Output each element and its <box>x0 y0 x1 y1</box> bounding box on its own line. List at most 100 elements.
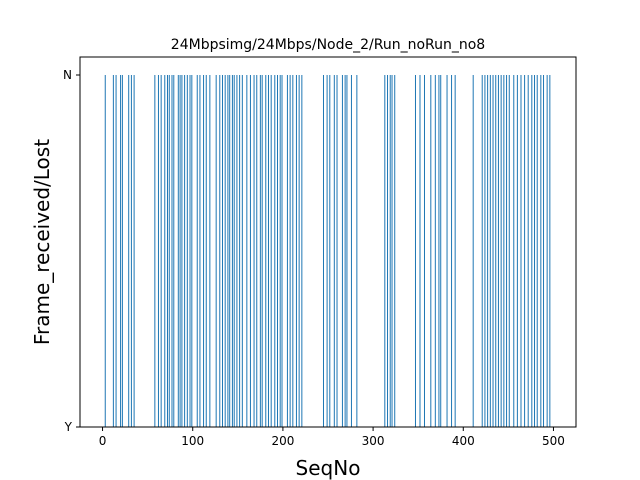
bar-seq-119 <box>209 75 211 427</box>
bar-seq-32 <box>130 75 132 427</box>
bar-seq-352 <box>419 75 421 427</box>
bar-seq-252 <box>329 75 331 427</box>
bar-seq-373 <box>438 75 440 427</box>
bar-seq-489 <box>543 75 545 427</box>
y-tick-label: Y <box>64 420 73 434</box>
plot-frame <box>79 56 577 428</box>
bar-seq-319 <box>389 75 391 427</box>
bar-seq-357 <box>423 75 425 427</box>
bar-seq-3 <box>104 75 106 427</box>
bar-seq-187 <box>270 75 272 427</box>
bar-seq-442 <box>500 75 502 427</box>
x-tick-label: 100 <box>181 434 204 448</box>
bar-seq-155 <box>241 75 243 427</box>
x-tick-label: 300 <box>362 434 385 448</box>
bar-seq-460 <box>516 75 518 427</box>
bar-seq-94 <box>186 75 188 427</box>
bar-seq-77 <box>171 75 173 427</box>
bar-seq-269 <box>344 75 346 427</box>
bar-seq-387 <box>451 75 453 427</box>
bar-seq-424 <box>484 75 486 427</box>
bar-seq-146 <box>233 75 235 427</box>
bar-seq-177 <box>261 75 263 427</box>
bar-seq-58 <box>154 75 156 427</box>
bar-seq-35 <box>133 75 135 427</box>
bar-seq-205 <box>286 75 288 427</box>
y-axis-label: Frame_received/Lost <box>30 139 54 345</box>
bar-seq-15 <box>115 75 117 427</box>
bar-seq-364 <box>430 75 432 427</box>
chart-title: 24Mbpsimg/24Mbps/Node_2/Run_noRun_no8 <box>171 37 485 53</box>
bar-seq-108 <box>199 75 201 427</box>
bar-seq-439 <box>497 75 499 427</box>
bar-seq-430 <box>489 75 491 427</box>
bar-seq-347 <box>414 75 416 427</box>
bar-seq-496 <box>549 75 551 427</box>
bar-seq-382 <box>446 75 448 427</box>
bar-seq-218 <box>298 75 300 427</box>
bar-seq-184 <box>267 75 269 427</box>
bar-seq-468 <box>524 75 526 427</box>
bar-seq-421 <box>481 75 483 427</box>
bar-seq-29 <box>128 75 130 427</box>
bar-seq-445 <box>503 75 505 427</box>
bar-seq-175 <box>259 75 261 427</box>
bar-seq-448 <box>506 75 508 427</box>
bar-seq-451 <box>508 75 510 427</box>
bar-seq-79 <box>173 75 175 427</box>
bar-seq-84 <box>177 75 179 427</box>
bar-seq-433 <box>492 75 494 427</box>
bar-seq-493 <box>546 75 548 427</box>
bar-seq-479 <box>534 75 536 427</box>
bar-seq-20 <box>120 75 122 427</box>
bar-seq-139 <box>227 75 229 427</box>
bar-seq-126 <box>215 75 217 427</box>
bar-seq-221 <box>301 75 303 427</box>
bar-seq-91 <box>184 75 186 427</box>
bar-seq-191 <box>274 75 276 427</box>
x-tick-label: 200 <box>271 434 294 448</box>
bar-seq-86 <box>179 75 181 427</box>
bar-seq-257 <box>333 75 335 427</box>
bar-seq-105 <box>196 75 198 427</box>
bar-seq-74 <box>168 75 170 427</box>
bar-seq-133 <box>221 75 223 427</box>
bar-seq-130 <box>219 75 221 427</box>
bar-seq-486 <box>540 75 542 427</box>
bar-seq-152 <box>239 75 241 427</box>
bar-seq-436 <box>495 75 497 427</box>
bar-seq-464 <box>520 75 522 427</box>
bar-seq-260 <box>336 75 338 427</box>
bar-seq-160 <box>246 75 248 427</box>
bar-seq-149 <box>236 75 238 427</box>
bar-seq-375 <box>440 75 442 427</box>
bar-seq-391 <box>454 75 456 427</box>
bar-seq-72 <box>166 75 168 427</box>
bar-seq-136 <box>224 75 226 427</box>
y-tick-label: N <box>63 68 72 82</box>
bar-seq-197 <box>279 75 281 427</box>
bar-seq-316 <box>387 75 389 427</box>
x-axis-ticks: 0 100 200 300 400 500 <box>99 427 565 448</box>
bar-seq-321 <box>391 75 393 427</box>
bar-seq-266 <box>341 75 343 427</box>
bar-seq-313 <box>384 75 386 427</box>
x-axis-label: SeqNo <box>296 456 361 480</box>
bar-seq-112 <box>203 75 205 427</box>
bar-seq-12 <box>112 75 114 427</box>
bar-seq-69 <box>164 75 166 427</box>
bar-seq-99 <box>191 75 193 427</box>
bar-seq-456 <box>513 75 515 427</box>
bar-seq-472 <box>527 75 529 427</box>
bar-group <box>104 75 551 427</box>
bar-seq-22 <box>121 75 123 427</box>
bar-seq-245 <box>322 75 324 427</box>
bar-seq-482 <box>536 75 538 427</box>
bar-seq-211 <box>292 75 294 427</box>
bar-seq-249 <box>326 75 328 427</box>
x-tick-label: 0 <box>99 434 107 448</box>
bar-seq-115 <box>205 75 207 427</box>
bar-seq-208 <box>289 75 291 427</box>
x-tick-label: 400 <box>452 434 475 448</box>
